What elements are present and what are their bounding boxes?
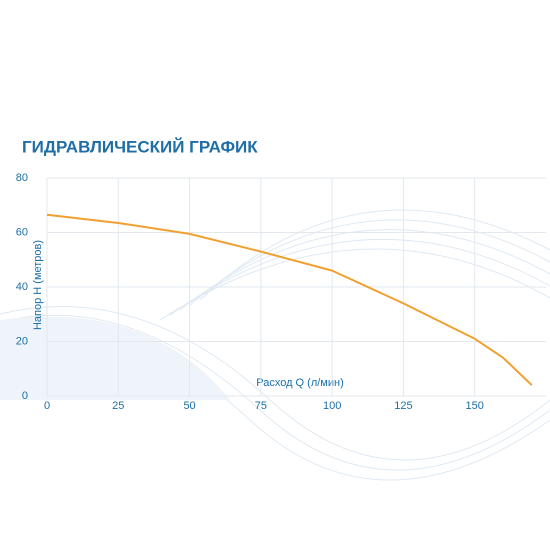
background-waves bbox=[0, 209, 550, 481]
line-series bbox=[46, 213, 533, 386]
x-axis-label: Расход Q (л/мин) bbox=[256, 377, 344, 389]
y-tick-label: 0 bbox=[22, 390, 28, 402]
x-tick-label: 150 bbox=[466, 400, 484, 412]
x-tick-label: 0 bbox=[44, 400, 50, 412]
y-tick-label: 80 bbox=[16, 172, 28, 184]
x-tick-label: 125 bbox=[394, 400, 412, 412]
y-tick-label: 20 bbox=[16, 335, 28, 347]
x-tick-label: 50 bbox=[183, 400, 195, 412]
chart-title: ГИДРАВЛИЧЕСКИЙ ГРАФИК bbox=[22, 137, 258, 156]
x-tick-label: 25 bbox=[112, 400, 124, 412]
x-tick-label: 100 bbox=[323, 400, 341, 412]
y-tick-label: 40 bbox=[16, 281, 28, 293]
y-axis-label: Напор H (метров) bbox=[32, 240, 44, 330]
x-tick-label: 75 bbox=[255, 400, 267, 412]
y-tick-label: 60 bbox=[16, 226, 28, 238]
